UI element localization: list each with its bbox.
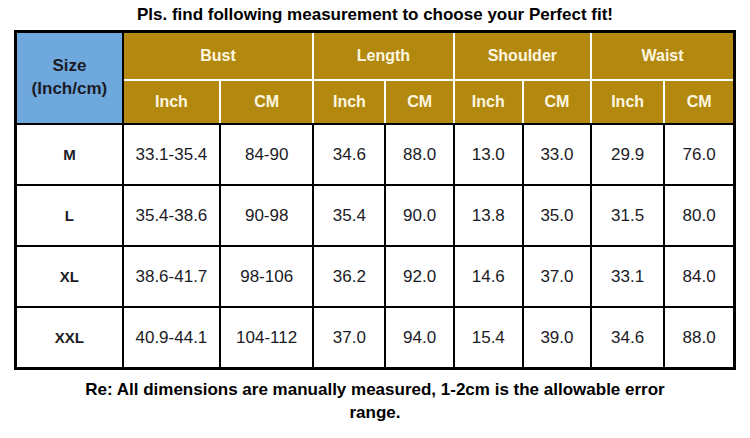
size-header-line1: Size (52, 56, 86, 75)
measurement-cell: 90-98 (220, 185, 313, 246)
measurement-cell: 40.9-44.1 (123, 307, 220, 369)
measurement-cell: 80.0 (664, 185, 734, 246)
column-group-length: Length (313, 32, 453, 81)
measurement-cell: 98-106 (220, 246, 313, 307)
measurement-cell: 38.6-41.7 (123, 246, 220, 307)
size-column-header: Size (Inch/cm) (16, 32, 123, 125)
subheader-shoulder-inch: Inch (454, 80, 523, 124)
subheader-waist-cm: CM (664, 80, 734, 124)
measurement-cell: 84-90 (220, 124, 313, 185)
measurement-cell: 76.0 (664, 124, 734, 185)
subheader-waist-inch: Inch (591, 80, 664, 124)
table-row-l: L 35.4-38.6 90-98 35.4 90.0 13.8 35.0 31… (16, 185, 735, 246)
measurement-cell: 15.4 (454, 307, 523, 369)
subheader-shoulder-cm: CM (523, 80, 591, 124)
size-chart-table: Size (Inch/cm) Bust Length Shoulder Wais… (14, 30, 736, 370)
measurement-cell: 31.5 (591, 185, 664, 246)
measurement-cell: 33.0 (523, 124, 591, 185)
measurement-cell: 94.0 (385, 307, 453, 369)
row-size-label: XL (16, 246, 123, 307)
measurement-cell: 90.0 (385, 185, 453, 246)
table-row-xxl: XXL 40.9-44.1 104-112 37.0 94.0 15.4 39.… (16, 307, 735, 369)
measurement-cell: 33.1-35.4 (123, 124, 220, 185)
measurement-cell: 104-112 (220, 307, 313, 369)
row-size-label: L (16, 185, 123, 246)
header-sub-row: Inch CM Inch CM Inch CM Inch CM (16, 80, 735, 124)
size-header-line2: (Inch/cm) (32, 79, 108, 98)
measurement-cell: 14.6 (454, 246, 523, 307)
subheader-length-inch: Inch (313, 80, 385, 124)
table-row-xl: XL 38.6-41.7 98-106 36.2 92.0 14.6 37.0 … (16, 246, 735, 307)
measurement-cell: 34.6 (313, 124, 385, 185)
measurement-cell: 37.0 (313, 307, 385, 369)
footer-note: Re: All dimensions are manually measured… (75, 379, 675, 425)
table-row-m: M 33.1-35.4 84-90 34.6 88.0 13.0 33.0 29… (16, 124, 735, 185)
header-group-row: Size (Inch/cm) Bust Length Shoulder Wais… (16, 32, 735, 81)
row-size-label: M (16, 124, 123, 185)
page-title: Pls. find following measurement to choos… (0, 0, 750, 28)
measurement-cell: 35.4-38.6 (123, 185, 220, 246)
measurement-cell: 13.0 (454, 124, 523, 185)
measurement-cell: 84.0 (664, 246, 734, 307)
measurement-cell: 35.0 (523, 185, 591, 246)
subheader-bust-inch: Inch (123, 80, 220, 124)
column-group-bust: Bust (123, 32, 314, 81)
column-group-waist: Waist (591, 32, 734, 81)
measurement-cell: 36.2 (313, 246, 385, 307)
measurement-cell: 39.0 (523, 307, 591, 369)
measurement-cell: 34.6 (591, 307, 664, 369)
subheader-bust-cm: CM (220, 80, 313, 124)
measurement-cell: 13.8 (454, 185, 523, 246)
measurement-cell: 35.4 (313, 185, 385, 246)
row-size-label: XXL (16, 307, 123, 369)
size-chart-page: Pls. find following measurement to choos… (0, 0, 750, 438)
measurement-cell: 92.0 (385, 246, 453, 307)
measurement-cell: 37.0 (523, 246, 591, 307)
measurement-cell: 29.9 (591, 124, 664, 185)
measurement-cell: 88.0 (664, 307, 734, 369)
column-group-shoulder: Shoulder (454, 32, 591, 81)
measurement-cell: 88.0 (385, 124, 453, 185)
measurement-cell: 33.1 (591, 246, 664, 307)
subheader-length-cm: CM (385, 80, 453, 124)
